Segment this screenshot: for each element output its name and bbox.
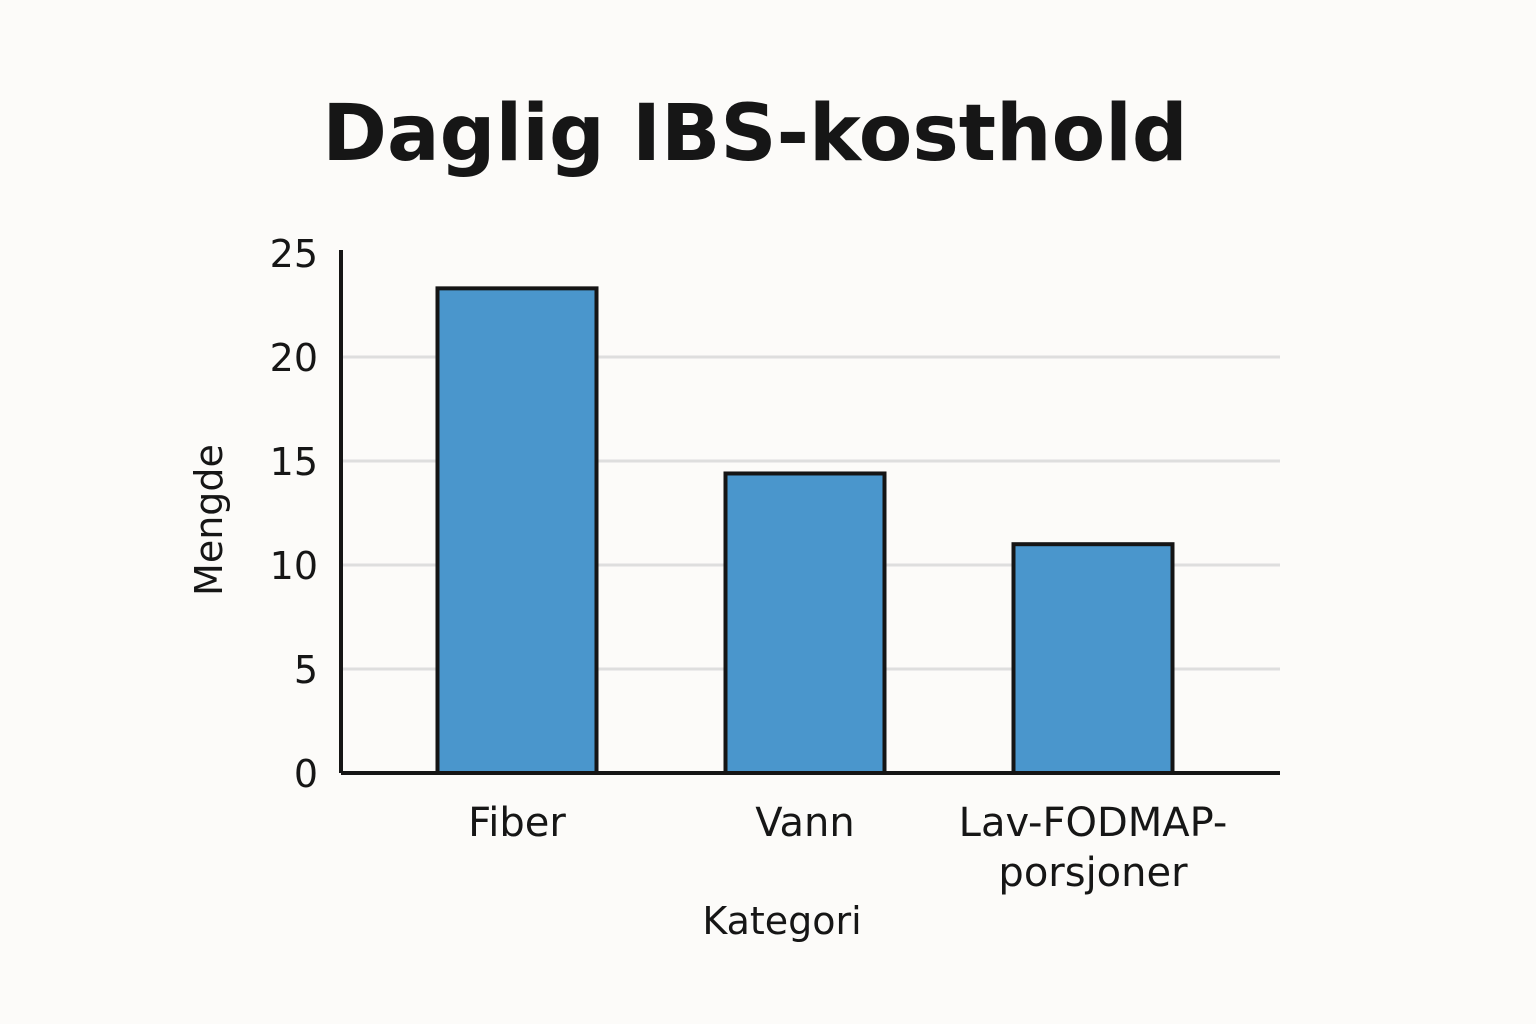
x-axis-title: Kategori bbox=[702, 899, 861, 943]
bar-fiber bbox=[435, 286, 599, 775]
x-tick-label-line: porsjoner bbox=[998, 850, 1188, 896]
y-axis-title: Mengde bbox=[187, 444, 231, 596]
y-tick-label-15: 15 bbox=[270, 440, 318, 484]
x-tick-label-fiber: Fiber bbox=[468, 800, 566, 846]
x-tick-label-lav-fodmap-porsjoner: Lav-FODMAP-porsjoner bbox=[959, 800, 1228, 896]
x-tick-label-line: Vann bbox=[755, 800, 854, 846]
x-category-labels: Fiber Vann Lav-FODMAP-porsjoner bbox=[468, 800, 1227, 896]
x-tick-label-line: Lav-FODMAP- bbox=[959, 800, 1228, 846]
y-tick-label-25: 25 bbox=[270, 232, 318, 276]
y-tick-labels: 0 5 10 15 20 25 bbox=[270, 232, 318, 796]
x-tick-label-vann: Vann bbox=[755, 800, 854, 846]
chart-title: Daglig IBS-kosthold bbox=[322, 89, 1187, 179]
bars bbox=[435, 286, 1175, 776]
y-tick-label-10: 10 bbox=[270, 544, 318, 588]
y-tick-label-5: 5 bbox=[294, 648, 318, 692]
bar-lav-fodmap-porsjoner bbox=[1011, 542, 1175, 776]
y-tick-label-20: 20 bbox=[270, 336, 318, 380]
y-tick-label-0: 0 bbox=[294, 752, 318, 796]
bar-vann bbox=[723, 471, 887, 775]
x-tick-label-line: Fiber bbox=[468, 800, 566, 846]
